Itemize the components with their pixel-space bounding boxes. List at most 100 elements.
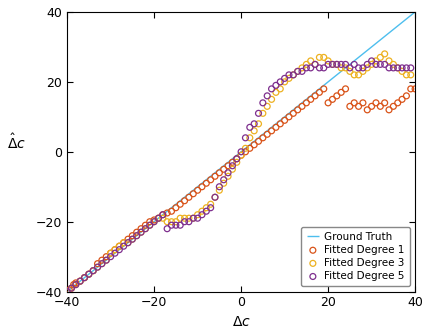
Fitted Degree 1 (185, 195, 192, 200)
Fitted Degree 1 (216, 170, 223, 175)
Fitted Degree 3 (190, 215, 197, 221)
Fitted Degree 5 (72, 282, 79, 287)
Fitted Degree 5 (216, 184, 223, 190)
Fitted Degree 5 (98, 261, 105, 266)
Fitted Degree 3 (407, 72, 414, 78)
Legend: Ground Truth, Fitted Degree 1, Fitted Degree 3, Fitted Degree 5: Ground Truth, Fitted Degree 1, Fitted De… (301, 227, 410, 286)
Fitted Degree 3 (390, 62, 397, 67)
Fitted Degree 3 (347, 69, 353, 74)
Fitted Degree 5 (238, 149, 245, 155)
Fitted Degree 3 (133, 233, 140, 238)
Fitted Degree 1 (255, 139, 262, 144)
Fitted Degree 1 (281, 118, 288, 123)
Fitted Degree 5 (146, 222, 153, 228)
Fitted Degree 1 (399, 97, 405, 102)
Fitted Degree 3 (399, 69, 405, 74)
Fitted Degree 1 (412, 86, 418, 91)
Fitted Degree 5 (194, 215, 201, 221)
Fitted Degree 5 (90, 268, 97, 274)
Fitted Degree 3 (168, 219, 175, 224)
Fitted Degree 5 (103, 257, 110, 263)
Fitted Degree 3 (142, 226, 149, 232)
Fitted Degree 3 (125, 240, 132, 245)
Fitted Degree 1 (72, 280, 79, 286)
Fitted Degree 3 (298, 65, 305, 71)
Fitted Degree 3 (172, 219, 179, 224)
Fitted Degree 3 (103, 257, 110, 263)
Fitted Degree 3 (320, 55, 327, 60)
Fitted Degree 1 (259, 135, 266, 140)
Fitted Degree 1 (333, 93, 340, 98)
Fitted Degree 1 (81, 275, 88, 280)
Fitted Degree 3 (150, 219, 157, 224)
Fitted Degree 5 (190, 215, 197, 221)
Fitted Degree 1 (120, 240, 127, 245)
Fitted Degree 1 (168, 209, 175, 214)
Fitted Degree 1 (377, 103, 384, 109)
Fitted Degree 1 (342, 86, 349, 91)
Fitted Degree 5 (77, 279, 83, 284)
Fitted Degree 5 (142, 226, 149, 232)
Fitted Degree 5 (203, 209, 210, 214)
Fitted Degree 3 (294, 69, 301, 74)
Fitted Degree 5 (407, 65, 414, 71)
Fitted Degree 1 (264, 132, 270, 137)
Fitted Degree 5 (164, 226, 171, 232)
Fitted Degree 3 (116, 244, 123, 249)
Fitted Degree 3 (364, 65, 371, 71)
Fitted Degree 3 (199, 209, 206, 214)
Fitted Degree 1 (133, 229, 140, 235)
Fitted Degree 5 (160, 212, 166, 217)
Fitted Degree 1 (407, 86, 414, 91)
Fitted Degree 3 (303, 62, 310, 67)
Fitted Degree 1 (233, 156, 240, 162)
Fitted Degree 5 (246, 125, 253, 130)
Fitted Degree 1 (199, 184, 206, 190)
Fitted Degree 1 (238, 153, 245, 158)
Fitted Degree 1 (364, 107, 371, 113)
Fitted Degree 3 (255, 121, 262, 127)
Fitted Degree 5 (338, 62, 344, 67)
Fitted Degree 5 (377, 62, 384, 67)
Fitted Degree 1 (150, 217, 157, 223)
Fitted Degree 1 (242, 149, 249, 155)
Fitted Degree 5 (81, 275, 88, 280)
Fitted Degree 5 (185, 219, 192, 224)
Fitted Degree 1 (246, 145, 253, 151)
Fitted Degree 5 (177, 222, 184, 228)
Fitted Degree 3 (120, 240, 127, 245)
Fitted Degree 5 (307, 65, 314, 71)
Fitted Degree 5 (155, 215, 162, 221)
Fitted Degree 1 (359, 100, 366, 106)
Fitted Degree 3 (242, 145, 249, 151)
Fitted Degree 5 (390, 65, 397, 71)
Fitted Degree 1 (172, 205, 179, 210)
Fitted Degree 5 (251, 121, 258, 127)
Fitted Degree 5 (281, 76, 288, 81)
Fitted Degree 5 (294, 69, 301, 74)
Fitted Degree 1 (312, 93, 319, 98)
Fitted Degree 1 (224, 163, 231, 168)
Fitted Degree 1 (103, 254, 110, 259)
Fitted Degree 3 (207, 202, 214, 207)
Fitted Degree 3 (94, 264, 101, 270)
Fitted Degree 3 (277, 86, 284, 91)
Fitted Degree 3 (351, 72, 358, 78)
Fitted Degree 5 (303, 65, 310, 71)
Fitted Degree 3 (338, 65, 344, 71)
Fitted Degree 1 (338, 90, 344, 95)
Fitted Degree 3 (368, 62, 375, 67)
Fitted Degree 5 (351, 62, 358, 67)
Fitted Degree 3 (181, 215, 188, 221)
Fitted Degree 1 (325, 100, 332, 106)
Fitted Degree 5 (133, 233, 140, 238)
Fitted Degree 1 (90, 268, 97, 274)
Fitted Degree 5 (229, 163, 236, 168)
Fitted Degree 3 (372, 58, 379, 64)
Fitted Degree 5 (150, 219, 157, 224)
Fitted Degree 5 (116, 247, 123, 252)
Y-axis label: $\hat{\Delta}c$: $\hat{\Delta}c$ (7, 133, 26, 152)
Fitted Degree 5 (168, 222, 175, 228)
Fitted Degree 5 (138, 229, 144, 235)
Fitted Degree 1 (160, 212, 166, 217)
